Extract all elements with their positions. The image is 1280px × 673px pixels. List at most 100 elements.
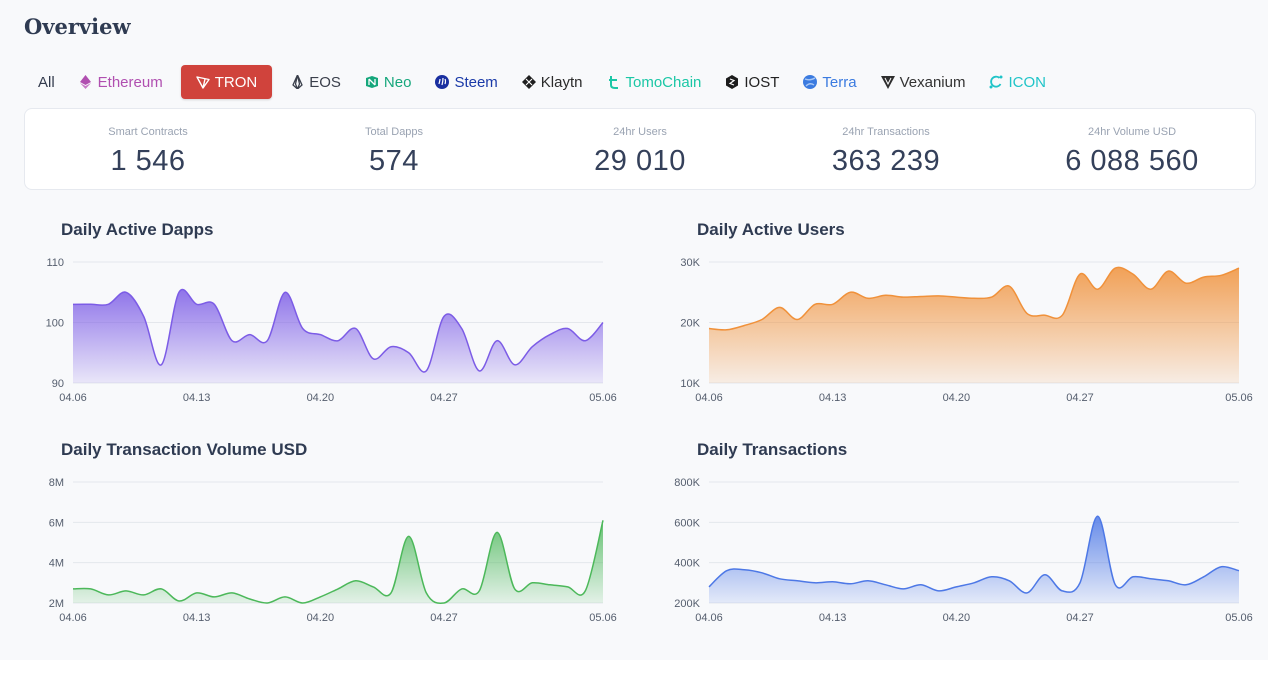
series-line bbox=[708, 266, 1240, 331]
vexanium-icon bbox=[880, 75, 895, 89]
overview-page: Overview All Ethereum TRON EOS Neo Steem Klayt… bbox=[24, 14, 1260, 650]
iost-icon bbox=[725, 75, 739, 89]
stat-value: 6 088 560 bbox=[1065, 145, 1199, 177]
chart-daily-transaction-volume-usd: Daily Transaction Volume USD 8M 6M 4M 2M 04.… bbox=[24, 440, 624, 650]
tab-label: Terra bbox=[822, 73, 857, 91]
steem-icon bbox=[435, 75, 450, 89]
x-tick-label: 05.06 bbox=[589, 612, 617, 624]
series-line bbox=[708, 515, 1240, 594]
stat-label: 24hr Transactions bbox=[842, 126, 930, 138]
chart-daily-active-dapps: Daily Active Dapps 110 100 90 04.06 04.13 04.… bbox=[24, 220, 624, 430]
tab-icon[interactable]: ICON bbox=[977, 65, 1058, 99]
x-tick-label: 04.20 bbox=[307, 612, 335, 624]
x-tick-label: 04.27 bbox=[430, 612, 458, 624]
x-tick-label: 04.20 bbox=[307, 392, 335, 404]
tab-label: ICON bbox=[1008, 73, 1046, 91]
series-area bbox=[73, 289, 603, 383]
x-tick-label: 04.27 bbox=[430, 392, 458, 404]
blockchain-tabs: All Ethereum TRON EOS Neo Steem Klaytn TomoChai… bbox=[26, 65, 1058, 99]
x-tick-label: 04.13 bbox=[183, 612, 211, 624]
stat-24hr-volume-usd: 24hr Volume USD 6 088 560 bbox=[1009, 109, 1255, 189]
chart-svg: 110 100 90 04.06 04.13 04.20 04.27 05.06 bbox=[46, 257, 617, 404]
chart-title: Daily Active Dapps bbox=[61, 220, 214, 239]
tab-klaytn[interactable]: Klaytn bbox=[510, 65, 595, 99]
y-tick-label: 4M bbox=[49, 558, 64, 570]
x-tick-label: 05.06 bbox=[1225, 612, 1253, 624]
tab-label: TomoChain bbox=[625, 73, 702, 91]
stat-label: 24hr Users bbox=[613, 126, 667, 138]
stat-label: Smart Contracts bbox=[108, 126, 188, 138]
series-area bbox=[709, 267, 1239, 383]
x-tick-label: 04.13 bbox=[819, 392, 847, 404]
x-tick-label: 04.13 bbox=[183, 392, 211, 404]
x-tick-label: 05.06 bbox=[589, 392, 617, 404]
y-tick-label: 10K bbox=[680, 378, 700, 390]
tab-steem[interactable]: Steem bbox=[423, 65, 509, 99]
series-line bbox=[72, 520, 604, 605]
y-tick-label: 90 bbox=[52, 378, 64, 390]
y-tick-label: 800K bbox=[674, 477, 700, 489]
stat-smart-contracts: Smart Contracts 1 546 bbox=[25, 109, 271, 189]
x-tick-label: 05.06 bbox=[1225, 392, 1253, 404]
stat-value: 363 239 bbox=[831, 145, 941, 177]
tab-label: Vexanium bbox=[899, 73, 966, 91]
stat-value: 29 010 bbox=[594, 145, 686, 177]
y-tick-label: 600K bbox=[674, 517, 700, 529]
tab-neo[interactable]: Neo bbox=[353, 65, 424, 99]
x-tick-label: 04.20 bbox=[943, 392, 971, 404]
tab-terra[interactable]: Terra bbox=[791, 65, 868, 99]
tab-ethereum[interactable]: Ethereum bbox=[67, 65, 175, 99]
x-tick-label: 04.06 bbox=[695, 392, 723, 404]
y-tick-label: 400K bbox=[674, 558, 700, 570]
chart-svg: 800K 600K 400K 200K 04.06 04.13 04.20 04.27 05.0… bbox=[674, 477, 1253, 624]
y-tick-label: 110 bbox=[46, 257, 64, 269]
y-tick-label: 100 bbox=[46, 318, 64, 330]
terra-icon bbox=[803, 75, 818, 89]
x-tick-label: 04.06 bbox=[695, 612, 723, 624]
tab-label: Klaytn bbox=[540, 73, 583, 91]
series-area bbox=[709, 516, 1239, 603]
x-tick-label: 04.20 bbox=[943, 612, 971, 624]
y-tick-label: 20K bbox=[680, 318, 700, 330]
stat-value: 574 bbox=[369, 145, 419, 177]
icon-network-icon bbox=[989, 75, 1003, 89]
x-tick-label: 04.06 bbox=[59, 612, 87, 624]
tab-label: All bbox=[38, 73, 55, 91]
y-tick-label: 2M bbox=[49, 598, 64, 610]
tomochain-icon bbox=[607, 75, 621, 89]
stat-total-dapps: Total Dapps 574 bbox=[271, 109, 517, 189]
series-line bbox=[72, 288, 604, 373]
tab-label: TRON bbox=[214, 73, 258, 91]
tab-label: Ethereum bbox=[97, 73, 163, 91]
chart-title: Daily Active Users bbox=[697, 220, 845, 239]
chart-svg: 8M 6M 4M 2M 04.06 04.13 04.20 04.27 05.06 bbox=[49, 477, 617, 624]
tab-vexanium[interactable]: Vexanium bbox=[869, 65, 978, 99]
tab-label: Neo bbox=[383, 73, 412, 91]
chart-daily-active-users: Daily Active Users 30K 20K 10K 04.06 04.13 04… bbox=[660, 220, 1260, 430]
tab-label: Steem bbox=[454, 73, 498, 91]
chart-svg: 30K 20K 10K 04.06 04.13 04.20 04.27 05.06 bbox=[680, 257, 1253, 404]
tab-all[interactable]: All bbox=[26, 65, 67, 99]
stat-24hr-users: 24hr Users 29 010 bbox=[517, 109, 763, 189]
stat-label: Total Dapps bbox=[364, 126, 424, 138]
y-tick-label: 200K bbox=[674, 598, 700, 610]
tab-iost[interactable]: IOST bbox=[713, 65, 791, 99]
tab-tomochain[interactable]: TomoChain bbox=[595, 65, 714, 99]
stat-value: 1 546 bbox=[110, 145, 186, 177]
chart-daily-transactions: Daily Transactions 800K 600K 400K 200K 04.06… bbox=[660, 440, 1260, 650]
klaytn-icon bbox=[521, 75, 536, 89]
x-tick-label: 04.27 bbox=[1066, 392, 1094, 404]
tab-tron[interactable]: TRON bbox=[180, 65, 273, 99]
tab-label: IOST bbox=[744, 73, 780, 91]
chart-title: Daily Transactions bbox=[697, 440, 848, 459]
neo-icon bbox=[365, 75, 379, 89]
x-tick-label: 04.27 bbox=[1066, 612, 1094, 624]
x-tick-label: 04.06 bbox=[59, 392, 87, 404]
y-tick-label: 30K bbox=[680, 257, 700, 269]
y-tick-label: 8M bbox=[49, 477, 64, 489]
chart-title: Daily Transaction Volume USD bbox=[61, 440, 308, 459]
stat-label: 24hr Volume USD bbox=[1087, 126, 1177, 138]
tab-eos[interactable]: EOS bbox=[278, 65, 353, 99]
eos-icon bbox=[290, 75, 304, 89]
tron-icon bbox=[196, 75, 210, 89]
